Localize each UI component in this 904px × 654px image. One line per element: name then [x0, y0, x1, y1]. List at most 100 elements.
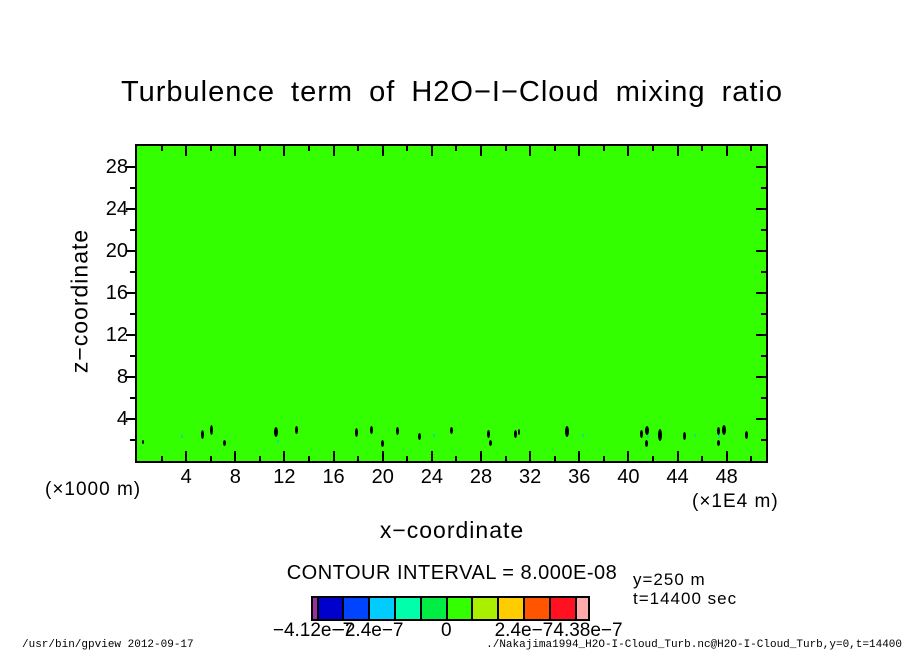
y-major-tick: [756, 166, 766, 168]
x-minor-tick: [307, 456, 310, 461]
x-minor-tick: [258, 456, 261, 461]
anomaly-speck: [273, 426, 278, 437]
x-major-tick: [430, 451, 433, 461]
x-minor-tick: [160, 456, 163, 461]
anomaly-speck: [658, 428, 663, 441]
x-tick-label: 24: [420, 466, 443, 488]
anomaly-speck: [644, 426, 649, 436]
footer-command-line: /usr/bin/gpview 2012-09-17: [22, 639, 194, 651]
y-minor-tick: [130, 229, 135, 231]
colorbar-segment: [525, 598, 549, 619]
y-minor-tick: [130, 439, 135, 441]
y-major-tick: [126, 208, 135, 210]
anomaly-speck: [722, 424, 727, 435]
y-tick-label: 28: [105, 156, 128, 178]
anomaly-speck: [395, 426, 399, 435]
x-minor-tick: [209, 456, 212, 461]
anomaly-speck-weak: [647, 435, 650, 439]
y-major-tick: [126, 334, 135, 336]
x-major-tick: [332, 146, 335, 156]
colorbar-segment: [421, 598, 446, 619]
x-major-tick: [283, 451, 286, 461]
y-minor-tick: [761, 271, 766, 273]
x-tick-label: 44: [666, 466, 689, 488]
y-slice-note: y=250 m: [633, 570, 706, 589]
anomaly-speck: [381, 439, 385, 447]
anomaly-speck-weak: [277, 439, 280, 443]
y-tick-label: 12: [105, 324, 128, 346]
x-major-tick: [185, 451, 188, 461]
anomaly-speck-weak: [581, 434, 584, 438]
x-minor-tick: [602, 146, 605, 151]
x-minor-tick: [504, 146, 507, 151]
anomaly-speck: [200, 430, 204, 440]
x-minor-tick: [357, 456, 360, 461]
x-major-tick: [332, 451, 335, 461]
x-major-tick: [479, 146, 482, 156]
y-minor-tick: [130, 271, 135, 273]
x-tick-label: 12: [273, 466, 296, 488]
colorbar-segment: [576, 598, 589, 619]
x-tick-label: 4: [180, 466, 192, 488]
x-major-tick: [529, 451, 532, 461]
x-minor-tick: [307, 146, 310, 151]
x-minor-tick: [750, 456, 753, 461]
anomaly-speck: [716, 426, 720, 435]
x-major-tick: [430, 146, 433, 156]
x-minor-tick: [651, 456, 654, 461]
y-major-tick: [756, 250, 766, 252]
x-major-tick: [529, 146, 532, 156]
anomaly-speck: [370, 425, 374, 434]
y-major-tick: [126, 166, 135, 168]
x-minor-tick: [455, 456, 458, 461]
colorbar-segment: [318, 598, 343, 619]
colorbar-tick-label: −4.12e−7: [272, 620, 354, 641]
x-minor-tick: [455, 146, 458, 151]
colorbar-tick-label: 2.4e−7: [494, 620, 554, 641]
anomaly-speck: [645, 439, 649, 447]
anomaly-speck: [355, 428, 359, 438]
x-tick-label: 48: [715, 466, 738, 488]
y-minor-tick: [761, 229, 766, 231]
contour-interval-label: CONTOUR INTERVAL = 8.000E-08: [286, 562, 618, 584]
x-major-tick: [381, 451, 384, 461]
anomaly-speck-weak: [433, 434, 436, 438]
x-tick-label: 8: [229, 466, 241, 488]
y-tick-label: 4: [116, 408, 128, 430]
y-major-tick: [126, 418, 135, 420]
anomaly-speck: [744, 430, 748, 439]
anomaly-speck: [295, 425, 299, 434]
anomaly-speck: [450, 427, 453, 435]
anomaly-speck: [489, 440, 493, 447]
x-minor-tick: [258, 146, 261, 151]
anomaly-speck: [683, 431, 687, 440]
x-major-tick: [283, 146, 286, 156]
x-tick-label: 28: [469, 466, 493, 488]
y-minor-tick: [761, 355, 766, 357]
x-major-tick: [725, 146, 728, 156]
y-minor-tick: [130, 397, 135, 399]
x-tick-label: 32: [519, 466, 542, 488]
x-major-tick: [381, 146, 384, 156]
colorbar-segment: [550, 598, 575, 619]
x-minor-tick: [602, 456, 605, 461]
x-major-tick: [578, 451, 581, 461]
anomaly-speck: [418, 433, 422, 441]
x-minor-tick: [209, 146, 212, 151]
anomaly-speck-weak: [718, 435, 721, 439]
x-major-tick: [234, 451, 237, 461]
anomaly-speck: [222, 440, 226, 447]
anomaly-speck: [640, 429, 644, 438]
y-minor-tick: [130, 355, 135, 357]
y-minor-tick: [761, 397, 766, 399]
y-minor-tick: [130, 187, 135, 189]
x-minor-tick: [357, 146, 360, 151]
colorbar-segment: [499, 598, 524, 619]
x-major-tick: [578, 146, 581, 156]
anomaly-speck-weak: [693, 434, 696, 438]
colorbar-tick-label: −2.4e−7: [333, 620, 404, 641]
x-major-tick: [234, 146, 237, 156]
x-minor-tick: [160, 146, 163, 151]
colorbar-tick-label: 4.38e−7: [553, 620, 623, 641]
anomaly-speck: [210, 424, 214, 435]
